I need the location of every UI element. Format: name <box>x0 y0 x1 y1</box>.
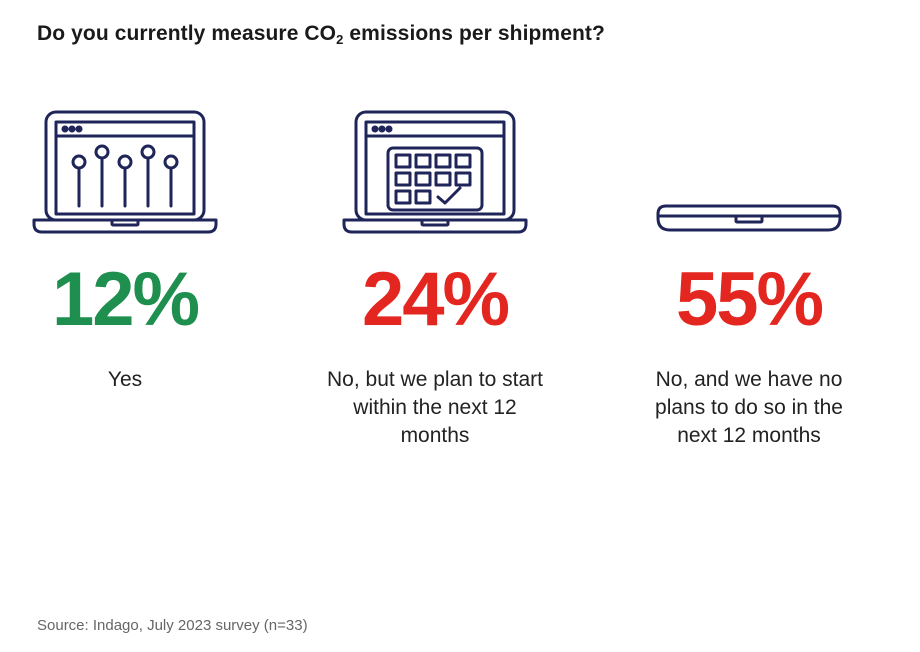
stat-column-yes: 12% Yes <box>0 100 270 394</box>
stat-value: 24% <box>361 257 510 342</box>
stat-label: Yes <box>107 368 143 391</box>
chart-title: Do you currently measure CO2 emissions p… <box>37 22 605 47</box>
stat-value: 12% <box>51 257 200 342</box>
stat-label: No, and we have no plans to do so in the… <box>655 368 843 447</box>
laptop-calendar-icon <box>290 100 580 250</box>
stat-value: 55% <box>675 257 824 342</box>
stat-label: No, but we plan to start within the next… <box>327 368 543 447</box>
closed-laptop-icon <box>604 100 894 250</box>
stat-column-no-plans: 55% No, and we have no plans to do so in… <box>604 100 894 450</box>
laptop-sliders-icon <box>0 100 270 250</box>
stat-column-plan: 24% No, but we plan to start within the … <box>290 100 580 450</box>
source-note: Source: Indago, July 2023 survey (n=33) <box>37 617 308 634</box>
